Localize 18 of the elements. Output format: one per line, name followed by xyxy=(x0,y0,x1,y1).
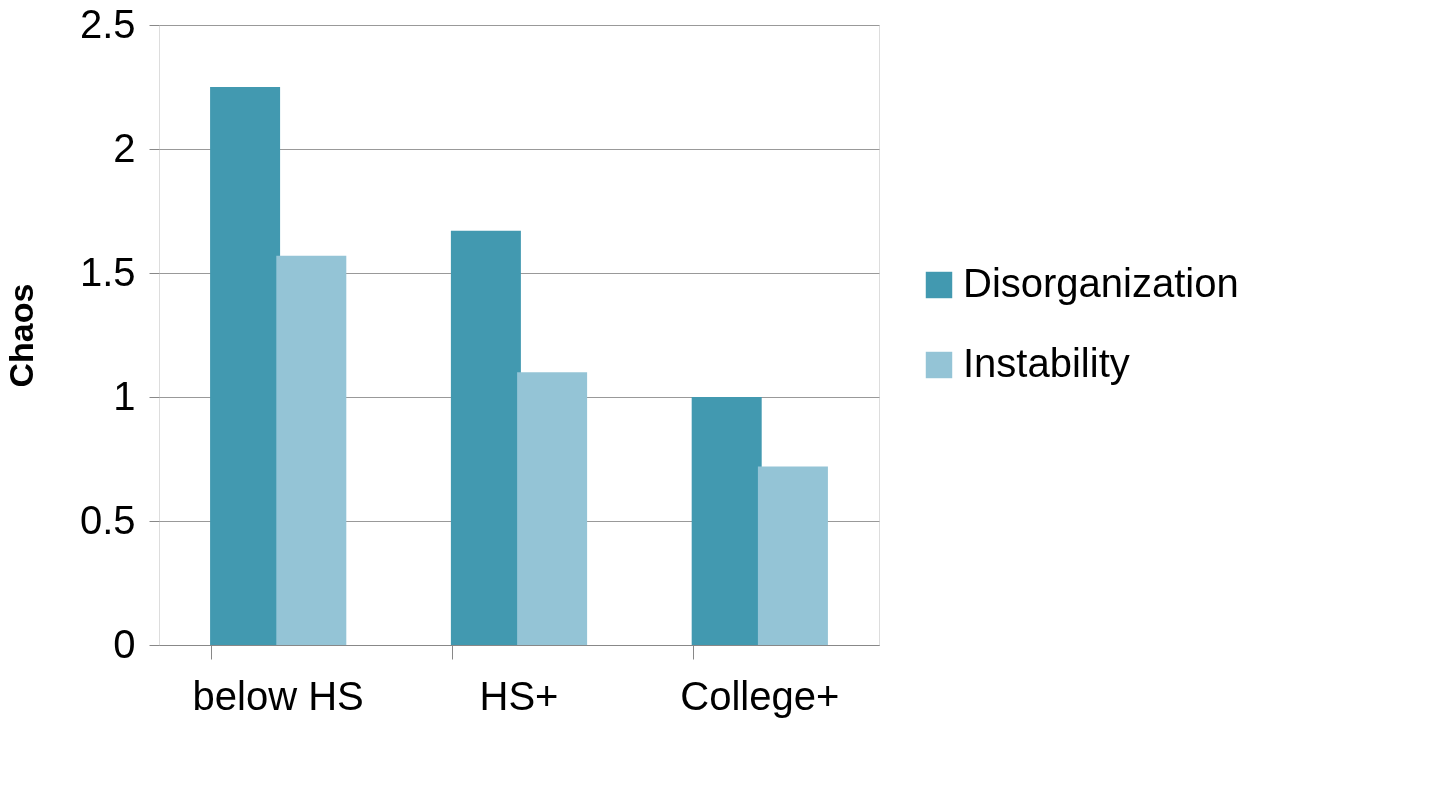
legend-label: Disorganization xyxy=(963,261,1239,305)
bar xyxy=(450,230,521,645)
y-tick-label: 0 xyxy=(113,621,136,666)
y-tick-label: 1 xyxy=(113,373,136,418)
y-tick-label: 2 xyxy=(113,125,136,170)
bar xyxy=(276,255,347,645)
y-tick-label: 1.5 xyxy=(79,249,136,294)
bar xyxy=(517,372,588,645)
y-tick-label: 2.5 xyxy=(79,1,136,46)
bar xyxy=(691,397,762,645)
x-tick-label: below HS xyxy=(192,673,364,718)
y-axis-title: Chaos xyxy=(1,283,40,388)
legend-label: Instability xyxy=(963,341,1130,385)
bar xyxy=(210,87,281,645)
x-tick-label: College+ xyxy=(680,673,840,718)
y-tick-label: 0.5 xyxy=(79,497,136,542)
bar xyxy=(757,466,828,645)
x-tick-label: HS+ xyxy=(479,673,559,718)
